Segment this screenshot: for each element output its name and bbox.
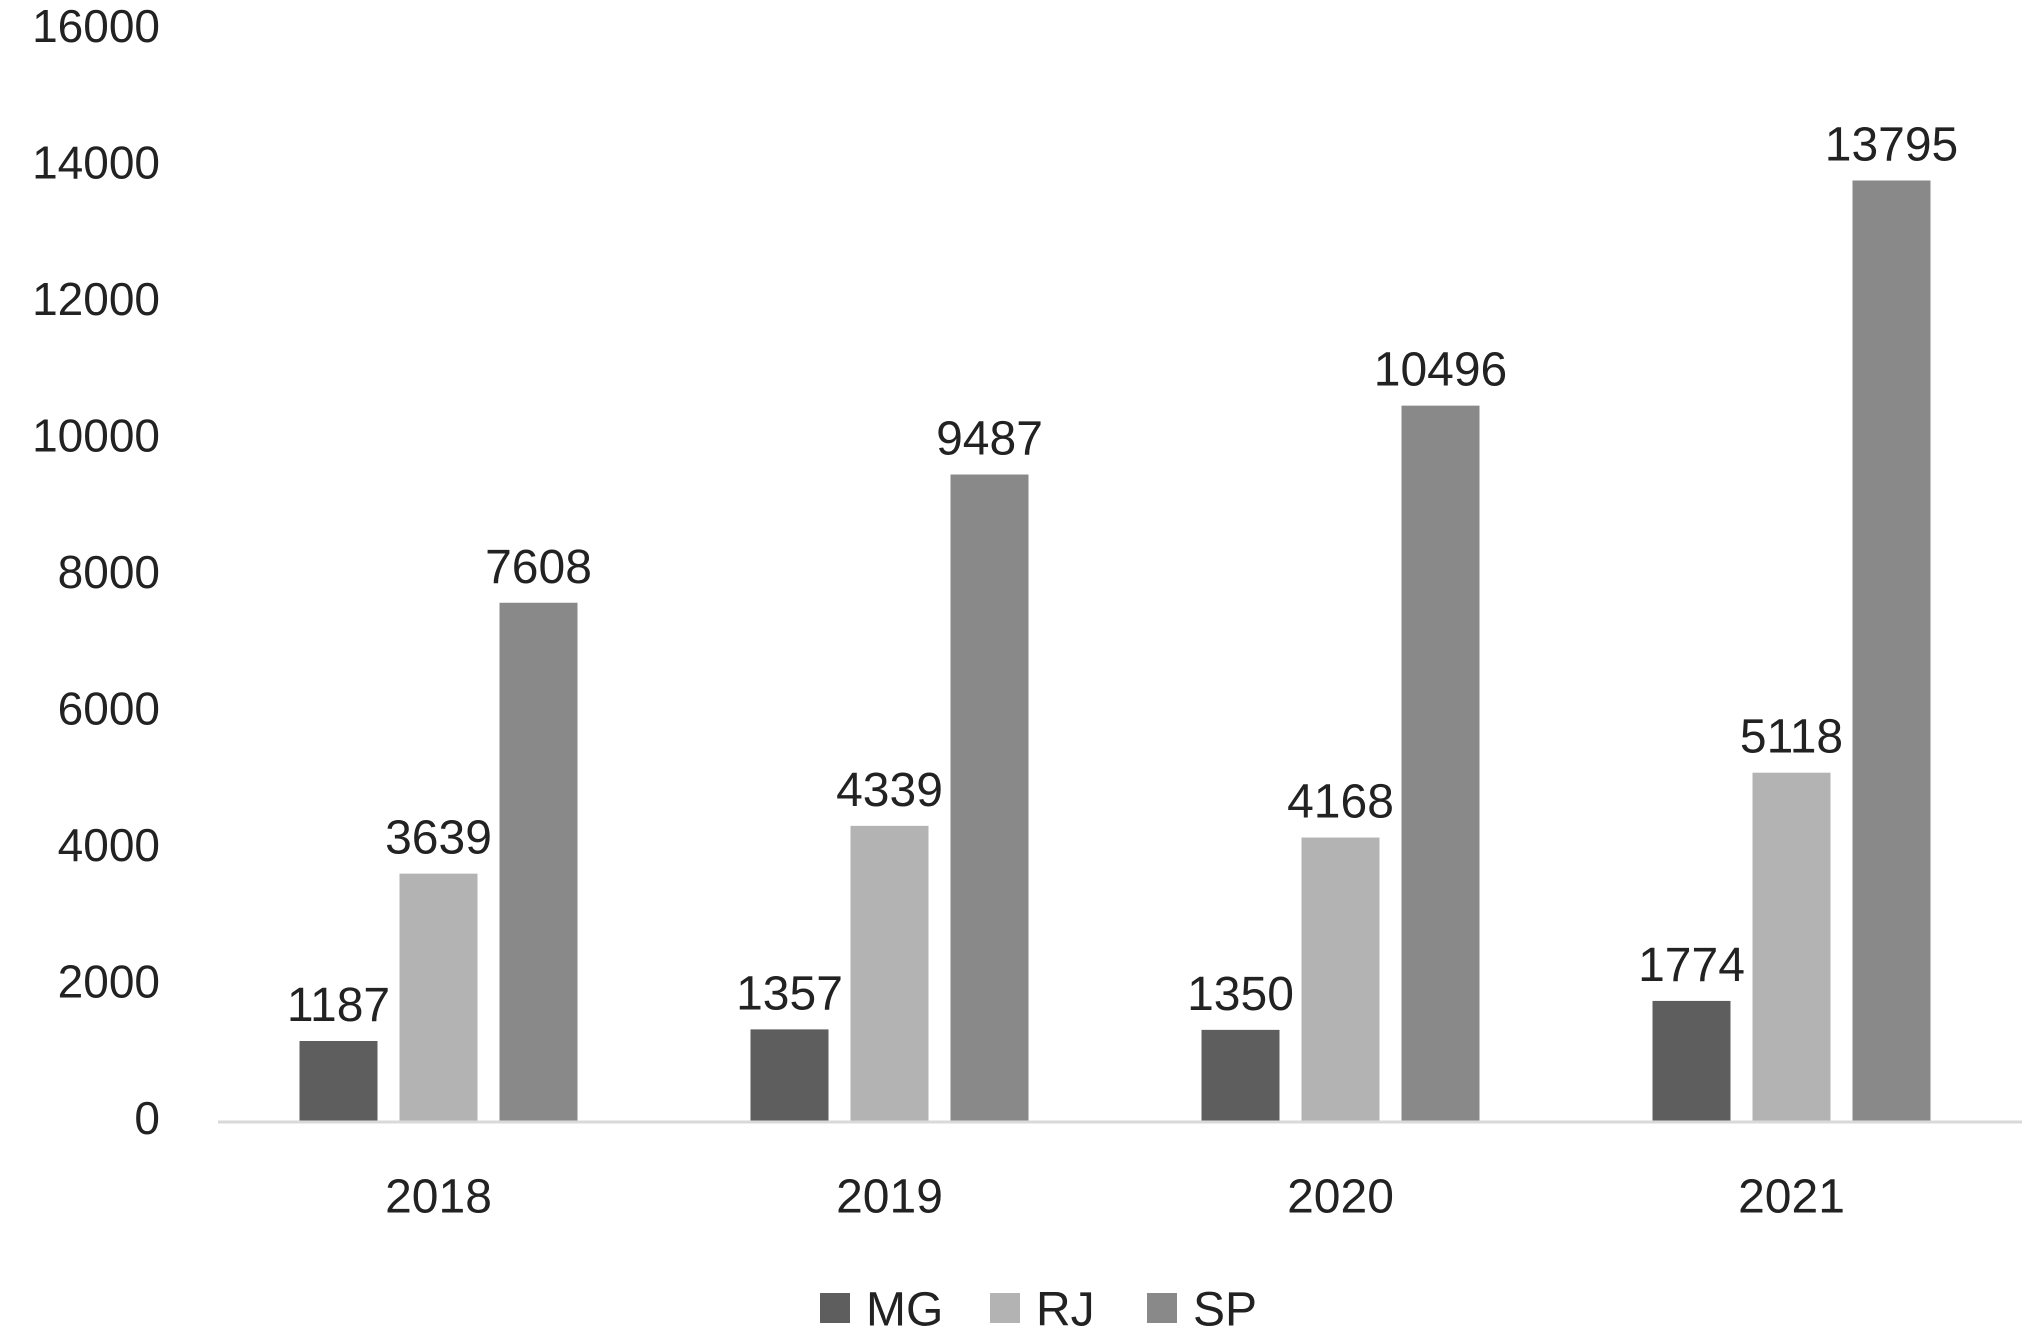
legend-swatch [990, 1293, 1020, 1323]
data-label: 13795 [1825, 118, 1958, 171]
bar-group-2021: 1774 5118 13795 [1638, 118, 1958, 1122]
y-tick-label: 14000 [32, 137, 160, 189]
bar-group-2019: 1357 4339 9487 [736, 413, 1043, 1123]
y-tick-label: 16000 [32, 0, 160, 52]
y-tick-label: 12000 [32, 273, 160, 325]
x-tick-label: 2018 [385, 1171, 492, 1224]
bar-MG-2018 [299, 1040, 378, 1122]
legend-swatch [820, 1293, 850, 1323]
legend-label: MG [866, 1284, 943, 1337]
y-tick-label: 2000 [58, 956, 160, 1008]
data-label: 4339 [836, 764, 943, 817]
legend-item-SP: SP [1147, 1284, 1257, 1337]
y-tick-label: 10000 [32, 410, 160, 462]
data-label: 1350 [1187, 968, 1294, 1021]
data-label: 5118 [1740, 711, 1843, 764]
y-tick-label: 8000 [58, 546, 160, 598]
bar-groups: 1187 3639 7608 1357 4339 9487 1350 4168 10496 177… [287, 118, 1958, 1123]
data-label: 4168 [1287, 776, 1394, 829]
y-tick-label: 6000 [58, 683, 160, 735]
data-label: 3639 [385, 812, 492, 865]
x-axis: 2018 2019 2020 2021 [218, 1120, 2022, 1224]
bar-SP-2021 [1852, 180, 1931, 1122]
data-label: 7608 [485, 541, 592, 594]
bar-group-2020: 1350 4168 10496 [1187, 344, 1507, 1122]
bar-RJ-2018 [399, 873, 478, 1122]
data-label: 1187 [287, 979, 390, 1032]
bar-SP-2019 [950, 474, 1029, 1123]
bar-group-2018: 1187 3639 7608 [287, 541, 592, 1122]
bar-MG-2019 [750, 1029, 829, 1122]
data-label: 10496 [1374, 344, 1507, 397]
data-label: 1357 [736, 967, 843, 1020]
y-tick-label: 4000 [58, 819, 160, 871]
legend-swatch [1147, 1293, 1177, 1323]
data-label: 9487 [936, 413, 1043, 466]
x-tick-label: 2019 [836, 1171, 943, 1224]
x-tick-label: 2021 [1738, 1171, 1845, 1224]
legend-item-RJ: RJ [990, 1284, 1095, 1337]
bar-RJ-2020 [1301, 837, 1380, 1122]
y-axis: 0 2000 4000 6000 8000 10000 12000 14000 16000 [32, 0, 160, 1144]
bar-RJ-2021 [1752, 772, 1831, 1122]
legend-label: RJ [1036, 1284, 1095, 1337]
x-tick-label: 2020 [1287, 1171, 1394, 1224]
bar-MG-2020 [1201, 1029, 1280, 1122]
bar-RJ-2019 [850, 825, 929, 1122]
y-tick-label: 0 [134, 1092, 160, 1144]
bar-SP-2018 [499, 602, 578, 1122]
bar-SP-2020 [1401, 405, 1480, 1122]
data-label: 1774 [1638, 939, 1745, 992]
bar-MG-2021 [1652, 1000, 1731, 1122]
legend: MG RJ SP [820, 1284, 1257, 1337]
legend-item-MG: MG [820, 1284, 943, 1337]
legend-label: SP [1193, 1284, 1257, 1337]
